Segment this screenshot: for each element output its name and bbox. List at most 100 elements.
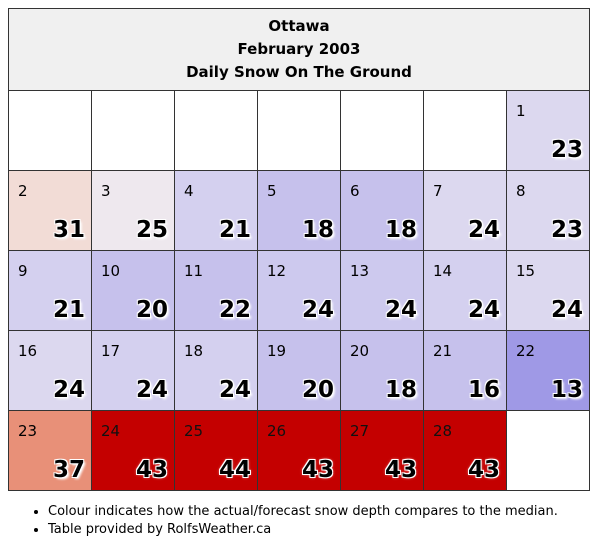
day-cell-17: 17 24 xyxy=(91,330,175,411)
day-number: 17 xyxy=(101,342,121,360)
empty-day-cell xyxy=(257,90,341,171)
day-cell-23: 23 37 xyxy=(8,410,92,491)
snow-depth-value: 18 xyxy=(384,377,417,403)
day-number: 20 xyxy=(350,342,370,360)
day-number: 2 xyxy=(18,182,28,200)
day-cell-11: 11 22 xyxy=(174,250,258,331)
snow-depth-value: 18 xyxy=(384,217,417,243)
day-number: 10 xyxy=(101,262,121,280)
snow-depth-value: 21 xyxy=(218,217,251,243)
day-number: 23 xyxy=(18,422,38,440)
day-cell-13: 13 24 xyxy=(340,250,424,331)
calendar-week-row: 2 31 3 25 4 21 5 18 6 18 7 24 8 23 xyxy=(8,170,590,251)
day-cell-16: 16 24 xyxy=(8,330,92,411)
snow-depth-value: 24 xyxy=(467,217,500,243)
day-cell-5: 5 18 xyxy=(257,170,341,251)
snow-depth-value: 43 xyxy=(135,457,168,483)
day-number: 6 xyxy=(350,182,360,200)
day-number: 28 xyxy=(433,422,453,440)
snow-calendar: Ottawa February 2003 Daily Snow On The G… xyxy=(8,8,590,491)
notes-list: Colour indicates how the actual/forecast… xyxy=(26,503,558,539)
city-title: Ottawa xyxy=(268,17,330,35)
day-cell-7: 7 24 xyxy=(423,170,507,251)
snow-depth-value: 24 xyxy=(301,297,334,323)
day-cell-14: 14 24 xyxy=(423,250,507,331)
day-number: 19 xyxy=(267,342,287,360)
empty-day-cell xyxy=(506,410,590,491)
day-number: 27 xyxy=(350,422,370,440)
day-number: 13 xyxy=(350,262,370,280)
day-cell-27: 27 43 xyxy=(340,410,424,491)
day-cell-12: 12 24 xyxy=(257,250,341,331)
day-cell-28: 28 43 xyxy=(423,410,507,491)
day-number: 22 xyxy=(516,342,536,360)
snow-depth-value: 24 xyxy=(384,297,417,323)
snow-depth-value: 43 xyxy=(384,457,417,483)
empty-day-cell xyxy=(91,90,175,171)
day-cell-22: 22 13 xyxy=(506,330,590,411)
day-cell-1: 1 23 xyxy=(506,90,590,171)
day-cell-26: 26 43 xyxy=(257,410,341,491)
day-number: 1 xyxy=(516,102,526,120)
day-number: 21 xyxy=(433,342,453,360)
snow-depth-value: 43 xyxy=(301,457,334,483)
day-cell-8: 8 23 xyxy=(506,170,590,251)
calendar-week-row: 9 21 10 20 11 22 12 24 13 24 14 24 15 24 xyxy=(8,250,590,331)
calendar-body: 1 23 2 31 3 25 4 21 5 18 6 18 7 24 8 23 9 21 10 20 11 22 12 24 1… xyxy=(8,90,590,491)
day-number: 7 xyxy=(433,182,443,200)
day-cell-19: 19 20 xyxy=(257,330,341,411)
snow-depth-value: 24 xyxy=(52,377,85,403)
day-cell-10: 10 20 xyxy=(91,250,175,331)
snow-depth-value: 20 xyxy=(135,297,168,323)
snow-depth-value: 23 xyxy=(550,217,583,243)
snow-depth-value: 20 xyxy=(301,377,334,403)
day-cell-4: 4 21 xyxy=(174,170,258,251)
day-number: 25 xyxy=(184,422,204,440)
day-number: 8 xyxy=(516,182,526,200)
day-number: 14 xyxy=(433,262,453,280)
snow-depth-value: 13 xyxy=(550,377,583,403)
calendar-week-row: 1 23 xyxy=(8,90,590,171)
snow-depth-value: 43 xyxy=(467,457,500,483)
snow-depth-value: 24 xyxy=(550,297,583,323)
day-number: 18 xyxy=(184,342,204,360)
snow-depth-value: 16 xyxy=(467,377,500,403)
day-number: 12 xyxy=(267,262,287,280)
day-cell-20: 20 18 xyxy=(340,330,424,411)
empty-day-cell xyxy=(423,90,507,171)
note-colour-legend: Colour indicates how the actual/forecast… xyxy=(48,503,558,521)
day-cell-21: 21 16 xyxy=(423,330,507,411)
day-number: 5 xyxy=(267,182,277,200)
snow-depth-value: 24 xyxy=(135,377,168,403)
calendar-subtitle: Daily Snow On The Ground xyxy=(186,63,412,81)
snow-depth-value: 21 xyxy=(52,297,85,323)
calendar-week-row: 16 24 17 24 18 24 19 20 20 18 21 16 22 13 xyxy=(8,330,590,411)
day-cell-2: 2 31 xyxy=(8,170,92,251)
day-number: 9 xyxy=(18,262,28,280)
snow-depth-value: 31 xyxy=(52,217,85,243)
day-number: 4 xyxy=(184,182,194,200)
day-number: 26 xyxy=(267,422,287,440)
calendar-header: Ottawa February 2003 Daily Snow On The G… xyxy=(8,8,590,91)
snow-depth-value: 37 xyxy=(52,457,85,483)
snow-depth-value: 24 xyxy=(467,297,500,323)
empty-day-cell xyxy=(340,90,424,171)
calendar-week-row: 23 37 24 43 25 44 26 43 27 43 28 43 xyxy=(8,410,590,491)
snow-depth-value: 25 xyxy=(135,217,168,243)
empty-day-cell xyxy=(174,90,258,171)
day-number: 15 xyxy=(516,262,536,280)
day-cell-15: 15 24 xyxy=(506,250,590,331)
day-cell-3: 3 25 xyxy=(91,170,175,251)
day-number: 24 xyxy=(101,422,121,440)
day-cell-24: 24 43 xyxy=(91,410,175,491)
day-cell-25: 25 44 xyxy=(174,410,258,491)
day-cell-6: 6 18 xyxy=(340,170,424,251)
period-title: February 2003 xyxy=(237,40,361,58)
empty-day-cell xyxy=(8,90,92,171)
day-cell-18: 18 24 xyxy=(174,330,258,411)
snow-depth-value: 18 xyxy=(301,217,334,243)
snow-depth-value: 23 xyxy=(550,137,583,163)
day-number: 3 xyxy=(101,182,111,200)
snow-depth-value: 44 xyxy=(218,457,251,483)
day-number: 11 xyxy=(184,262,204,280)
